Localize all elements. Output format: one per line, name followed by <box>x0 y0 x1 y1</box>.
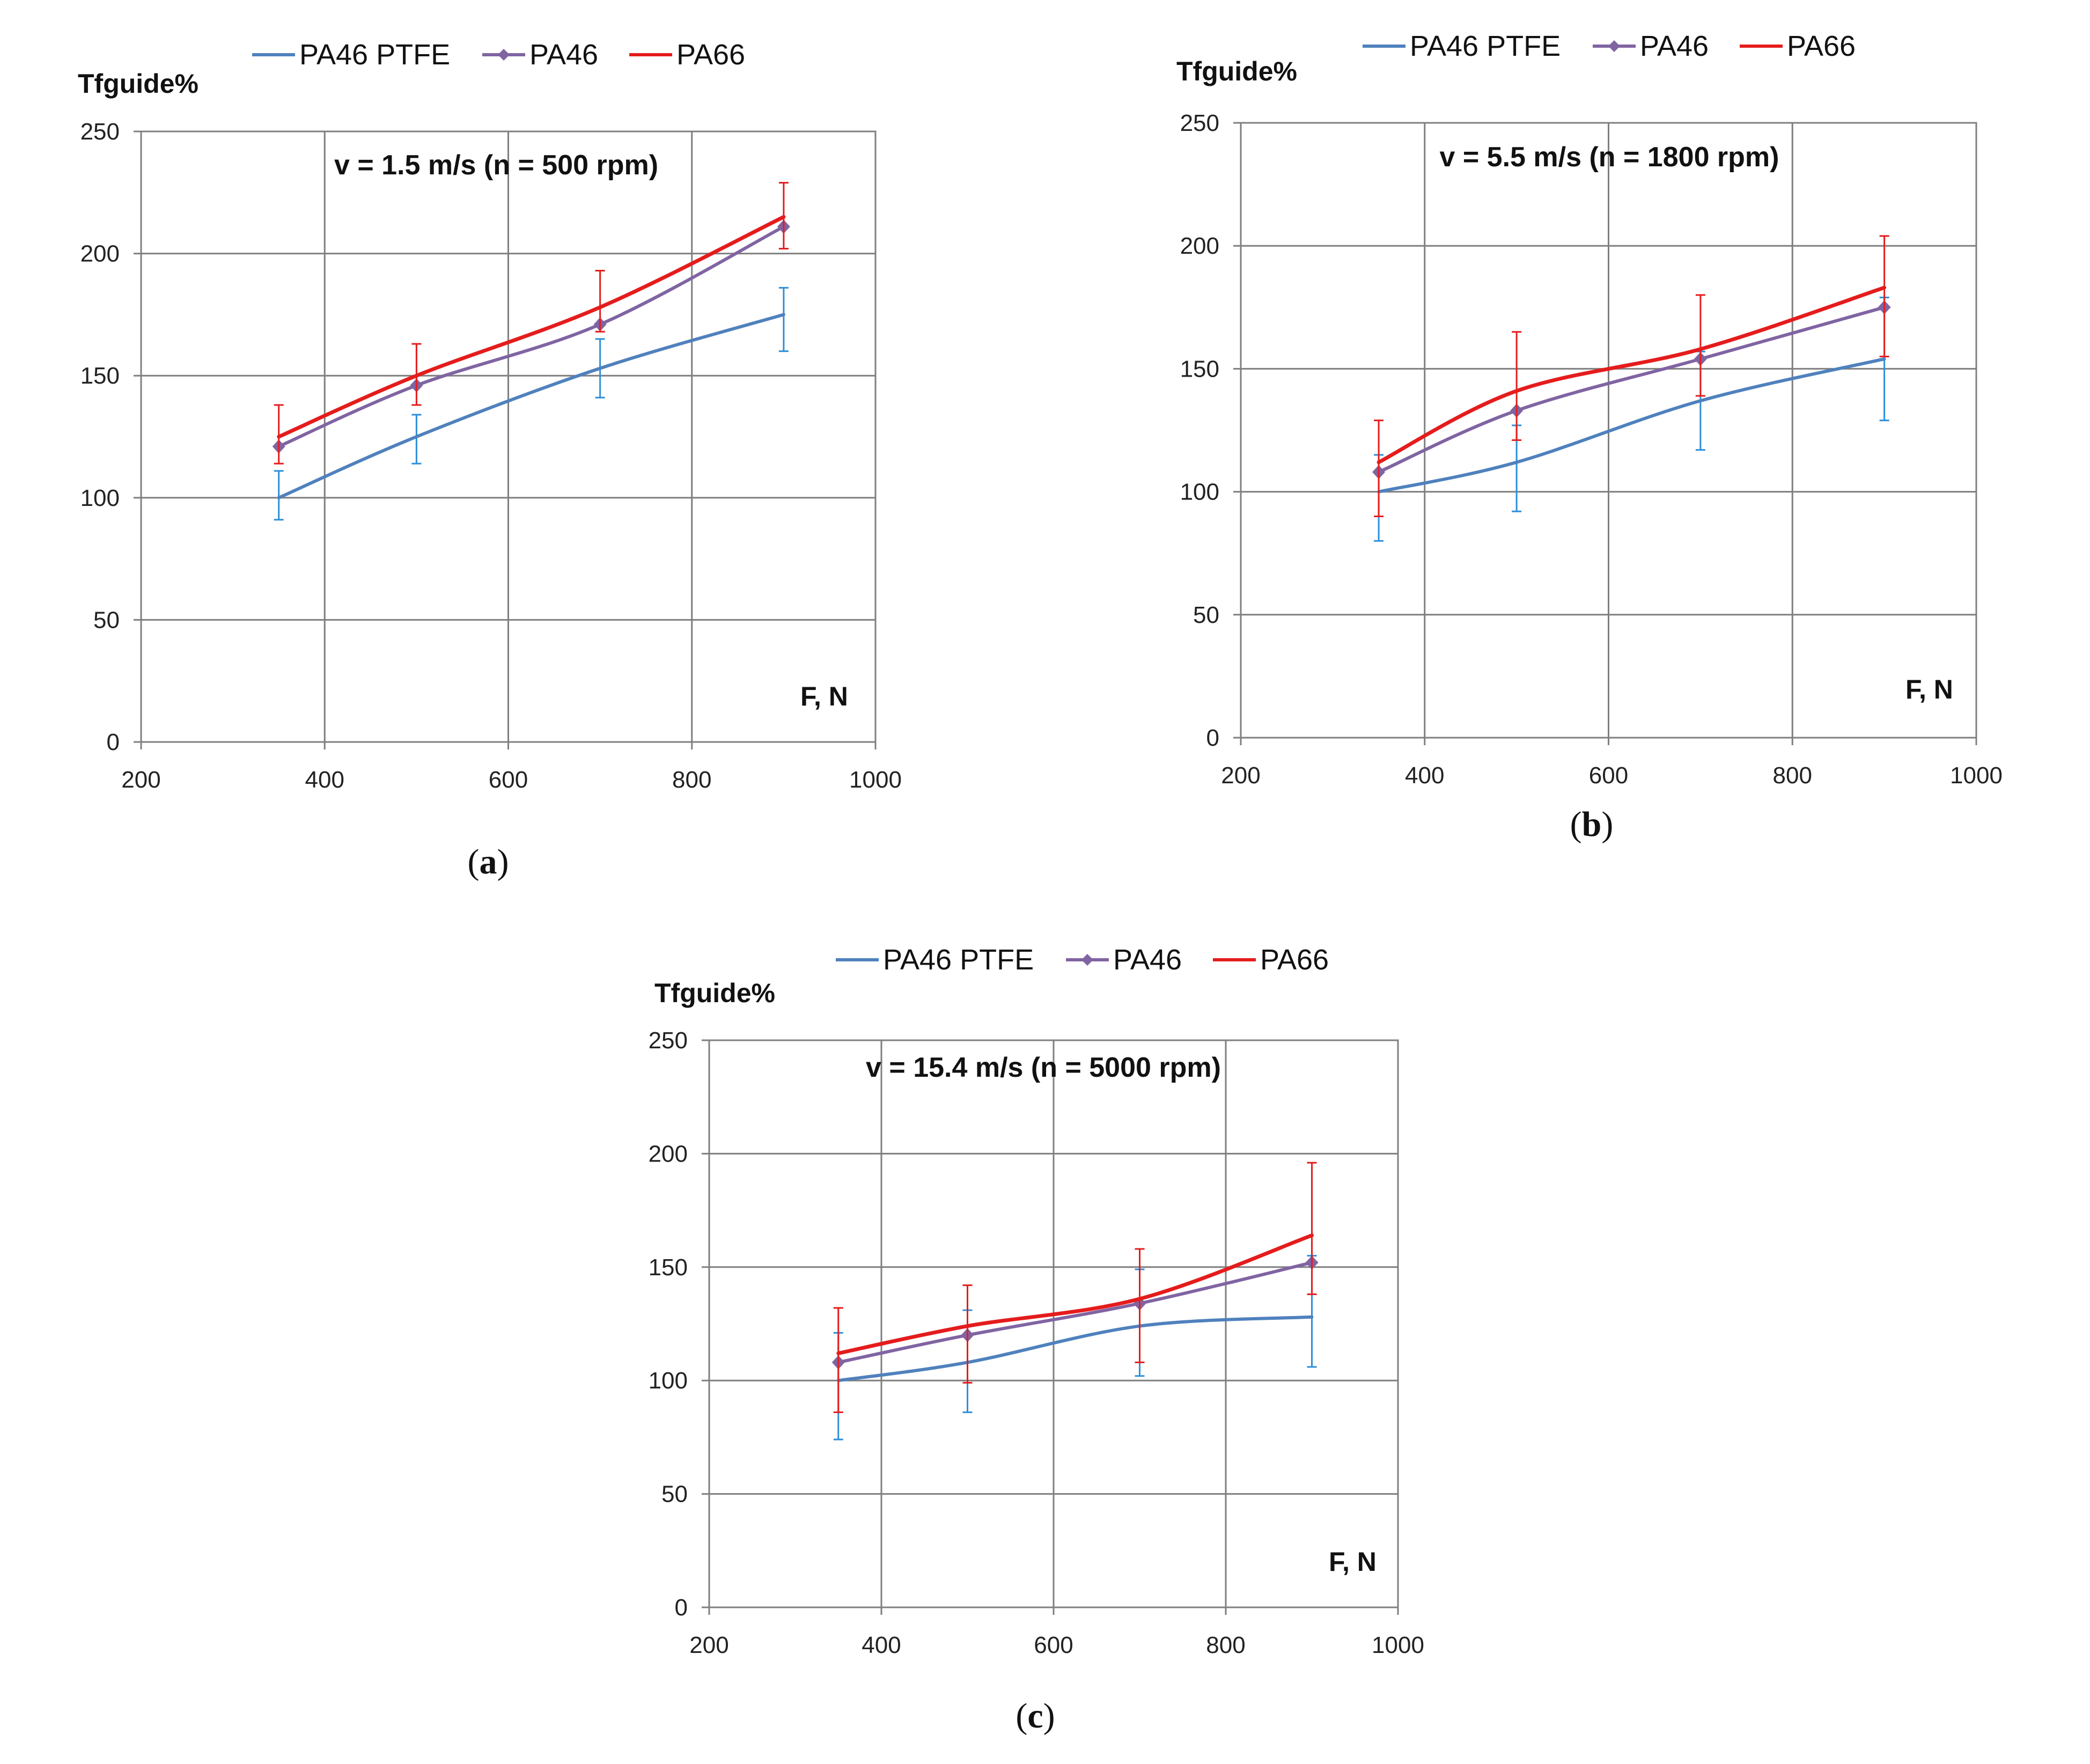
legend-label-pa66: PA66 <box>1787 30 1856 62</box>
legend-label-pa66: PA66 <box>1260 944 1329 976</box>
legend: PA46 PTFE PA46 PA66 <box>836 944 1329 976</box>
x-tick-label: 200 <box>121 767 160 793</box>
chart-c: 0 50 100 150 200 250 200 400 600 800 1000 Tfguide% F… <box>649 944 1424 1736</box>
chart-title: v = 5.5 m/s (n = 1800 rpm) <box>1440 142 1779 173</box>
series-line-pa46-ptfe <box>1377 357 1886 494</box>
caption-close: ) <box>1043 1696 1055 1736</box>
legend-label-pa46-ptfe: PA46 PTFE <box>1410 30 1561 62</box>
panel-caption: (a) <box>468 842 509 881</box>
x-axis-label: F, N <box>1905 674 1953 704</box>
y-tick-label: 0 <box>675 1594 688 1621</box>
x-tick-label: 600 <box>1589 762 1628 789</box>
caption-close: ) <box>497 842 509 881</box>
legend-label-pa46-ptfe: PA46 PTFE <box>299 39 450 71</box>
series-pa66 <box>833 1162 1317 1413</box>
y-axis-label: Tfguide% <box>654 978 775 1008</box>
caption-open: ( <box>1570 805 1582 844</box>
x-tick-label: 1000 <box>849 767 902 793</box>
y-tick-label: 150 <box>649 1254 688 1281</box>
x-axis-label: F, N <box>1329 1547 1377 1577</box>
y-tick-label: 50 <box>661 1481 688 1508</box>
x-tick-label: 1000 <box>1950 762 2003 789</box>
legend-marker-diamond <box>1081 954 1093 966</box>
panel-caption: (b) <box>1570 805 1614 844</box>
series-line-pa46 <box>277 225 785 449</box>
caption-open: ( <box>468 842 480 881</box>
x-axis-label: F, N <box>800 681 848 711</box>
series-line-pa46 <box>1377 305 1886 474</box>
caption-letter: b <box>1582 805 1602 844</box>
y-tick-label: 250 <box>649 1027 688 1054</box>
x-tick-label: 200 <box>689 1632 728 1658</box>
chart-a: 0 50 100 150 200 250 200 400 600 800 1000 Tfguide% F… <box>78 39 902 881</box>
series-line-pa46-ptfe <box>836 1315 1314 1383</box>
x-tick-label: 1000 <box>1372 1632 1424 1658</box>
caption-open: ( <box>1015 1696 1027 1736</box>
series-line-pa46-ptfe <box>277 313 785 499</box>
series-pa46-ptfe <box>274 286 789 521</box>
x-tick-label: 400 <box>862 1632 901 1658</box>
x-tick-label: 600 <box>1034 1632 1073 1658</box>
x-tick-label: 400 <box>1405 762 1444 789</box>
series-line-pa66 <box>836 1233 1314 1355</box>
legend-marker-diamond <box>1608 40 1620 52</box>
x-tick-label: 600 <box>489 767 528 793</box>
chart-title: v = 15.4 m/s (n = 5000 rpm) <box>866 1052 1221 1083</box>
caption-letter: c <box>1027 1696 1043 1736</box>
x-tick-label: 800 <box>1773 762 1812 789</box>
y-tick-label: 100 <box>649 1368 688 1394</box>
caption-close: ) <box>1601 805 1613 844</box>
legend-label-pa46: PA46 <box>529 39 598 71</box>
y-tick-label: 150 <box>1180 356 1219 382</box>
chart-title: v = 1.5 m/s (n = 500 rpm) <box>334 150 658 181</box>
legend: PA46 PTFE PA46 PA66 <box>1363 30 1856 62</box>
y-tick-label: 100 <box>80 485 120 511</box>
y-tick-label: 100 <box>1180 479 1219 505</box>
series-pa66 <box>274 182 789 465</box>
series-line-pa46 <box>836 1261 1314 1364</box>
series-pa66 <box>1374 235 1889 517</box>
legend-label-pa46: PA46 <box>1640 30 1709 62</box>
y-tick-label: 50 <box>1193 602 1219 628</box>
y-tick-label: 0 <box>1206 725 1219 751</box>
y-tick-label: 200 <box>1180 233 1219 259</box>
y-axis-label: Tfguide% <box>78 69 198 99</box>
y-axis-label: Tfguide% <box>1176 56 1297 86</box>
x-tick-label: 200 <box>1221 762 1260 789</box>
legend-label-pa46-ptfe: PA46 PTFE <box>883 944 1034 976</box>
chart-b: 0 50 100 150 200 250 200 400 600 800 1000 Tfguide% F… <box>1176 30 2003 844</box>
caption-letter: a <box>480 842 497 881</box>
y-tick-label: 200 <box>649 1141 688 1167</box>
x-tick-label: 800 <box>1206 1632 1245 1658</box>
y-tick-label: 200 <box>80 241 120 267</box>
panel-caption: (c) <box>1015 1696 1055 1736</box>
y-tick-label: 250 <box>80 119 120 145</box>
legend: PA46 PTFE PA46 PA66 <box>252 39 745 71</box>
series-line-pa66 <box>277 215 786 439</box>
series-line-pa66 <box>1377 285 1887 465</box>
y-tick-label: 150 <box>80 363 120 389</box>
y-tick-label: 50 <box>93 607 120 633</box>
legend-label-pa46: PA46 <box>1113 944 1182 976</box>
x-tick-label: 800 <box>672 767 711 793</box>
legend-marker-diamond <box>498 49 510 61</box>
y-tick-label: 250 <box>1180 110 1219 136</box>
x-tick-label: 400 <box>305 767 344 793</box>
legend-label-pa66: PA66 <box>676 39 745 71</box>
y-tick-label: 0 <box>107 729 120 755</box>
